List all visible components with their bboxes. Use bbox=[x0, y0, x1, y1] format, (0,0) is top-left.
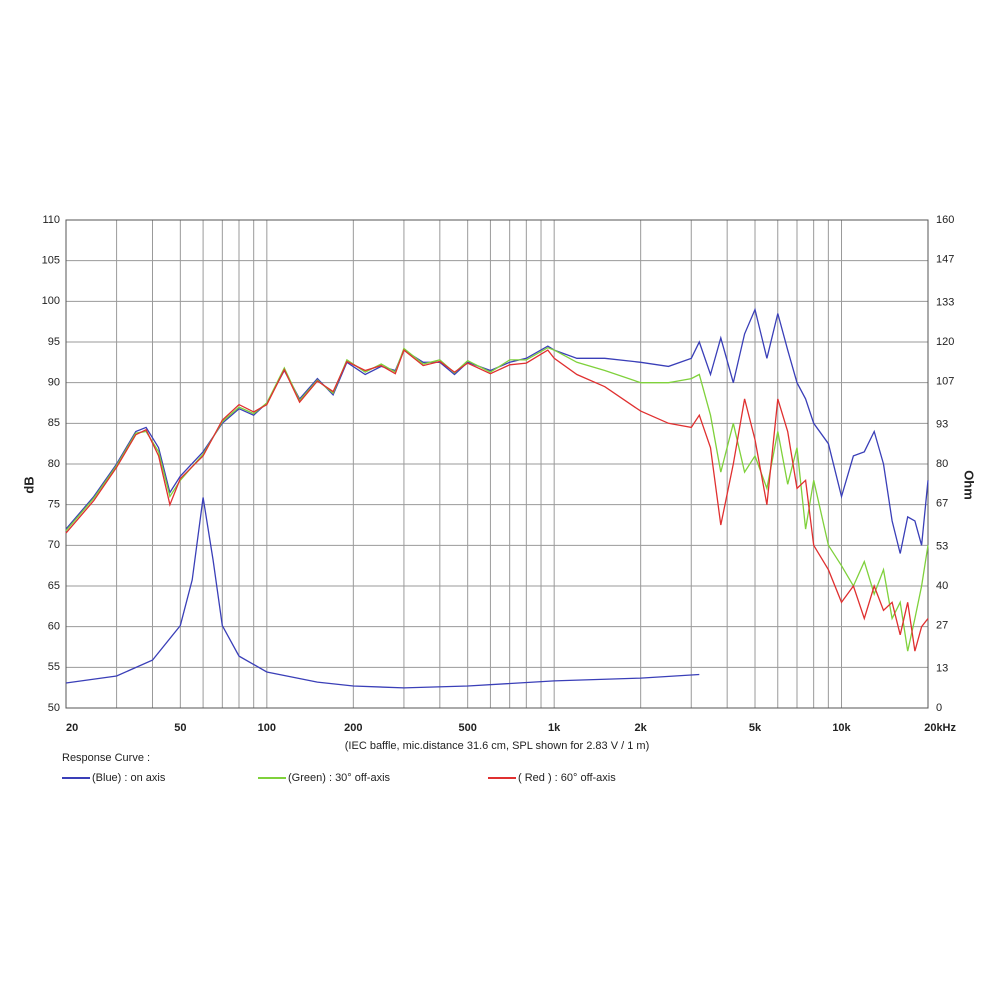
y2-tick-label: 160 bbox=[936, 214, 954, 226]
y2-tick-label: 53 bbox=[936, 540, 948, 552]
y2-axis-title: Ohm bbox=[962, 470, 977, 500]
y-tick-label: 50 bbox=[48, 702, 60, 714]
x-tick-label: 10k bbox=[832, 722, 851, 734]
y-tick-label: 90 bbox=[48, 377, 60, 389]
y-tick-label: 55 bbox=[48, 661, 60, 673]
y-tick-label: 85 bbox=[48, 417, 60, 429]
y-tick-label: 105 bbox=[42, 255, 60, 267]
y2-tick-label: 133 bbox=[936, 296, 954, 308]
x-tick-label: 100 bbox=[258, 722, 276, 734]
x-tick-label: 1k bbox=[548, 722, 561, 734]
legend-label: (Blue) : on axis bbox=[92, 772, 166, 784]
x-tick-label: 50 bbox=[174, 722, 186, 734]
plot-border bbox=[65, 219, 929, 709]
legend-label: (Green) : 30° off-axis bbox=[288, 772, 391, 784]
x-tick-label: 20kHz bbox=[924, 722, 956, 734]
y2-tick-label: 40 bbox=[936, 580, 948, 592]
y-tick-label: 70 bbox=[48, 539, 60, 551]
y-tick-label: 65 bbox=[48, 580, 60, 592]
x-axis-caption: (IEC baffle, mic.distance 31.6 cm, SPL s… bbox=[345, 740, 649, 752]
y-tick-label: 60 bbox=[48, 621, 60, 633]
x-tick-label: 200 bbox=[344, 722, 362, 734]
x-tick-label: 2k bbox=[635, 722, 648, 734]
y-tick-label: 75 bbox=[48, 499, 60, 511]
y2-tick-label: 67 bbox=[936, 498, 948, 510]
y-tick-label: 80 bbox=[48, 458, 60, 470]
y-tick-label: 100 bbox=[42, 295, 60, 307]
y2-tick-label: 80 bbox=[936, 458, 948, 470]
x-tick-label: 500 bbox=[458, 722, 476, 734]
y2-tick-label: 93 bbox=[936, 418, 948, 430]
legend-title: Response Curve : bbox=[62, 752, 150, 764]
x-tick-label: 5k bbox=[749, 722, 762, 734]
y2-tick-label: 107 bbox=[936, 376, 954, 388]
y2-tick-label: 120 bbox=[936, 336, 954, 348]
legend-label: ( Red ) : 60° off-axis bbox=[518, 772, 616, 784]
series-line bbox=[65, 307, 929, 554]
y2-tick-label: 27 bbox=[936, 620, 948, 632]
y-tick-label: 110 bbox=[42, 214, 60, 226]
series-line bbox=[65, 346, 929, 652]
series-line bbox=[65, 349, 929, 652]
y-tick-label: 95 bbox=[48, 336, 60, 348]
y2-tick-label: 13 bbox=[936, 662, 948, 674]
series-line bbox=[65, 497, 700, 689]
y-axis-title: dB bbox=[21, 476, 36, 493]
y2-tick-label: 0 bbox=[936, 702, 942, 714]
x-tick-label: 20 bbox=[66, 722, 78, 734]
y2-tick-label: 147 bbox=[936, 254, 954, 266]
